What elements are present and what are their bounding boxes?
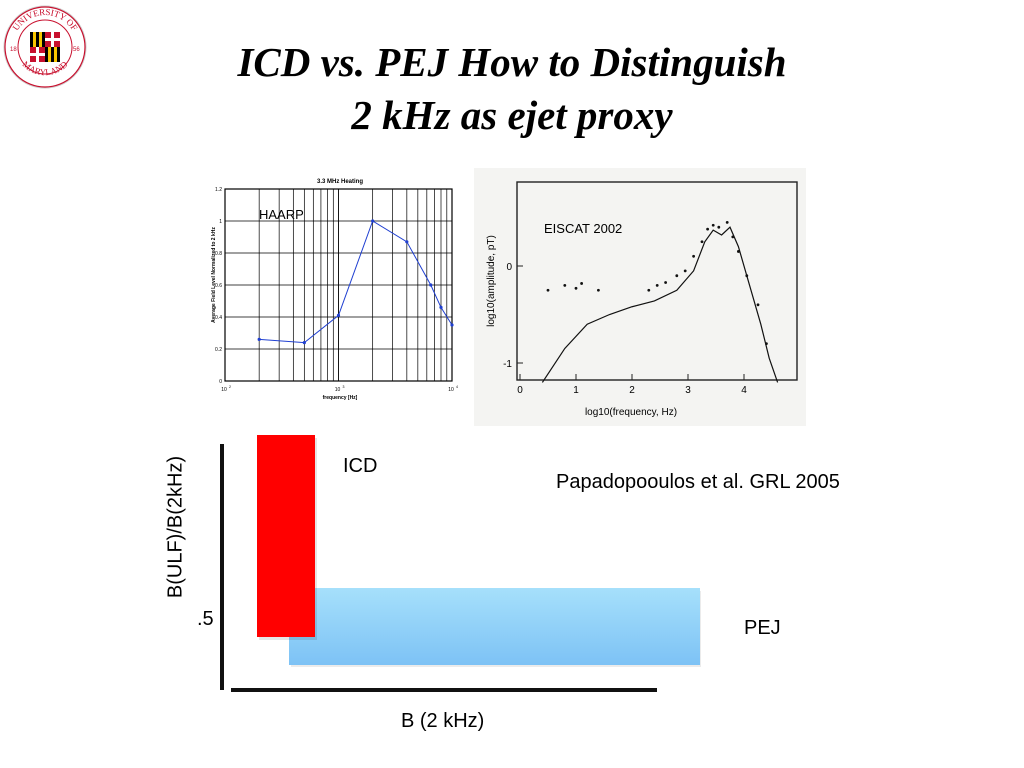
eiscat-annotation: EISCAT 2002 (544, 221, 622, 236)
eiscat-data-point (711, 223, 715, 227)
haarp-x-label: frequency [Hz] (323, 395, 358, 401)
haarp-y-tick: 1 (219, 219, 222, 225)
eiscat-data-point (683, 269, 687, 273)
haarp-annotation: HAARP (259, 207, 304, 222)
y-tick-label: .5 (197, 608, 214, 630)
haarp-x-tick-exponent: 2 (229, 385, 231, 389)
haarp-data-point (257, 337, 261, 341)
eiscat-data-point (546, 288, 550, 292)
haarp-data-point (439, 305, 443, 309)
haarp-ticks: 00.20.40.60.811.210 2 10 3 10 4 (215, 187, 458, 393)
eiscat-data-point (655, 284, 659, 287)
eiscat-background (474, 168, 806, 426)
eiscat-data-point (756, 303, 760, 307)
haarp-x-tick-exponent: 3 (343, 385, 345, 389)
eiscat-data-points (546, 220, 768, 345)
pej-label: PEJ (744, 617, 781, 639)
eiscat-data-point (706, 227, 709, 231)
eiscat-data-point (580, 282, 583, 285)
slide-title: ICD vs. PEJ How to Distinguish 2 kHz as … (0, 36, 1024, 142)
title-line-2: 2 kHz as ejet proxy (351, 92, 673, 138)
haarp-data-point (450, 323, 454, 327)
haarp-y-tick: 0.2 (215, 347, 222, 353)
eiscat-y-tick: 0 (506, 262, 512, 273)
haarp-chart: 3.3 MHz Heating 00.20.40.60.811.210 2 10 3 1… (211, 179, 458, 401)
eiscat-data-point (597, 288, 600, 292)
eiscat-y-tick: -1 (503, 359, 512, 370)
eiscat-data-point (717, 225, 721, 229)
maryland-flag-shield (30, 32, 60, 62)
eiscat-data-point (765, 342, 768, 345)
haarp-x-tick-exponent: 4 (456, 385, 458, 389)
eiscat-data-point (731, 235, 735, 239)
seal-year-left: 18 (10, 47, 17, 53)
schematic-y-label: B(ULF)/B(2kHz) (164, 455, 187, 599)
eiscat-data-point (664, 281, 667, 284)
eiscat-data-point (675, 274, 679, 278)
university-seal-logo: UNIVERSITY OF MARYLAND 18 56 (3, 5, 87, 89)
haarp-y-label: Average Field Level Normalized to 2 kHz (211, 227, 217, 323)
eiscat-x-tick: 1 (573, 385, 579, 396)
icd-label: ICD (343, 455, 378, 477)
haarp-data-point (429, 283, 433, 287)
eiscat-data-point (563, 284, 567, 287)
seal-year-right: 56 (73, 47, 80, 53)
eiscat-x-tick: 4 (741, 385, 747, 396)
haarp-y-tick: 1.2 (215, 187, 222, 193)
haarp-x-tick: 10 (335, 387, 341, 393)
haarp-x-tick: 10 (221, 387, 227, 393)
eiscat-data-point (574, 286, 578, 290)
eiscat-data-point (737, 250, 740, 253)
haarp-points (257, 219, 454, 345)
haarp-data-point (371, 219, 375, 223)
eiscat-frame (516, 181, 798, 381)
eiscat-data-point (692, 254, 695, 258)
eiscat-model-curve (541, 226, 779, 383)
title-line-1: ICD vs. PEJ How to Distinguish (237, 39, 787, 85)
eiscat-x-tick: 3 (685, 385, 691, 396)
eiscat-ticks: 0 1 2 3 4 0 -1 (503, 262, 747, 396)
haarp-y-tick: 0.4 (215, 315, 222, 321)
eiscat-x-tick: 2 (629, 385, 635, 396)
haarp-series-line (259, 220, 453, 344)
citation: Papadopooulos et al. GRL 2005 (556, 471, 840, 493)
eiscat-data-point (647, 288, 651, 292)
haarp-data-point (336, 313, 341, 317)
haarp-data-point (302, 341, 306, 345)
haarp-chart-title: 3.3 MHz Heating (317, 179, 363, 185)
haarp-y-tick: 0 (219, 379, 222, 385)
haarp-data-point (405, 240, 409, 244)
icd-region (257, 435, 315, 637)
haarp-grid (224, 188, 453, 382)
eiscat-chart: 0 1 2 3 4 0 -1 EISCAT 2002 log10(amplitude, pT… (486, 181, 798, 418)
haarp-x-tick: 10 (448, 387, 454, 393)
schematic-x-label: B (2 kHz) (401, 710, 485, 732)
eiscat-x-label: log10(frequency, Hz) (585, 407, 677, 418)
haarp-y-tick: 0.8 (215, 251, 222, 257)
haarp-y-tick: 0.6 (215, 283, 222, 289)
eiscat-y-label: log10(amplitude, pT) (486, 235, 497, 327)
eiscat-data-point (745, 274, 749, 278)
eiscat-x-tick: 0 (517, 385, 523, 396)
pej-region (289, 588, 700, 665)
eiscat-data-point (725, 220, 729, 224)
eiscat-data-point (700, 240, 704, 244)
